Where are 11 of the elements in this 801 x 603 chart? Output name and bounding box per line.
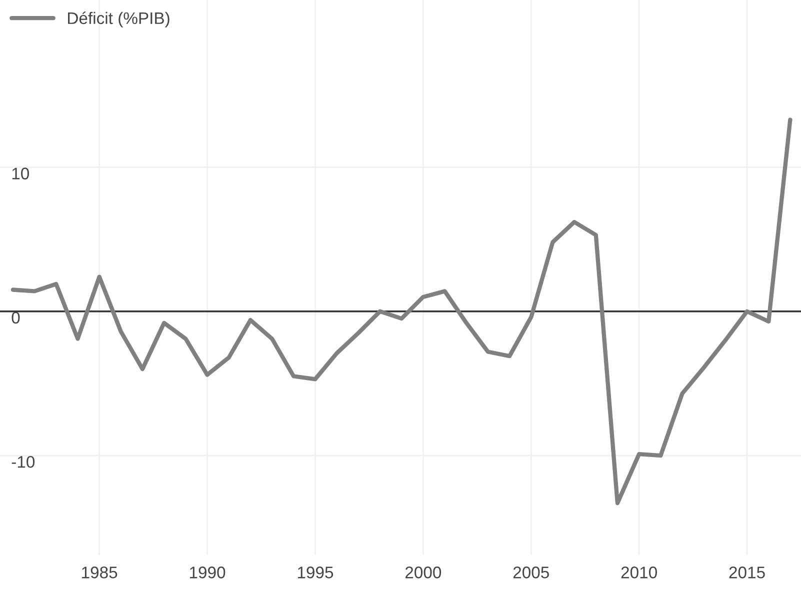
- y-tick-label: 10: [12, 168, 29, 180]
- x-tick-label: 1985: [82, 566, 118, 578]
- x-tick-label: 2010: [621, 566, 657, 578]
- x-tick-label: 2005: [513, 566, 549, 578]
- x-tick-label: 2000: [405, 566, 442, 578]
- x-tick-label: 2015: [729, 566, 765, 578]
- y-tick-label: 0: [12, 312, 20, 324]
- y-tick-label: -10: [12, 456, 35, 468]
- x-tick-label: 1990: [190, 566, 226, 578]
- x-tick-label: 1995: [298, 566, 334, 578]
- legend-label: Déficit (%PIB): [68, 12, 170, 28]
